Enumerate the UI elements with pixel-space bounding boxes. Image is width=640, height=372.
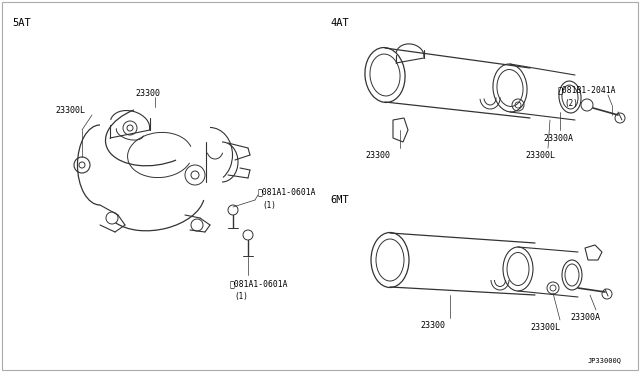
Text: JP33000Q: JP33000Q [588, 357, 622, 363]
Text: Ⓢ081A1-0601A: Ⓢ081A1-0601A [258, 187, 317, 196]
Text: 6MT: 6MT [330, 195, 349, 205]
Text: (2): (2) [564, 99, 578, 108]
Text: (1): (1) [262, 201, 276, 209]
Text: 23300A: 23300A [543, 134, 573, 142]
Text: 4AT: 4AT [330, 18, 349, 28]
Text: 23300L: 23300L [530, 323, 560, 331]
Text: (1): (1) [234, 292, 248, 301]
Text: 23300A: 23300A [570, 312, 600, 321]
Text: 23300L: 23300L [55, 106, 85, 115]
Text: Ⓢ081A1-0601A: Ⓢ081A1-0601A [230, 279, 289, 289]
Text: 23300: 23300 [420, 321, 445, 330]
Text: 23300: 23300 [135, 89, 160, 97]
Text: 23300: 23300 [365, 151, 390, 160]
Text: Ⓢ081B1-2041A: Ⓢ081B1-2041A [558, 86, 616, 94]
Text: 23300L: 23300L [525, 151, 555, 160]
Text: 5AT: 5AT [12, 18, 31, 28]
